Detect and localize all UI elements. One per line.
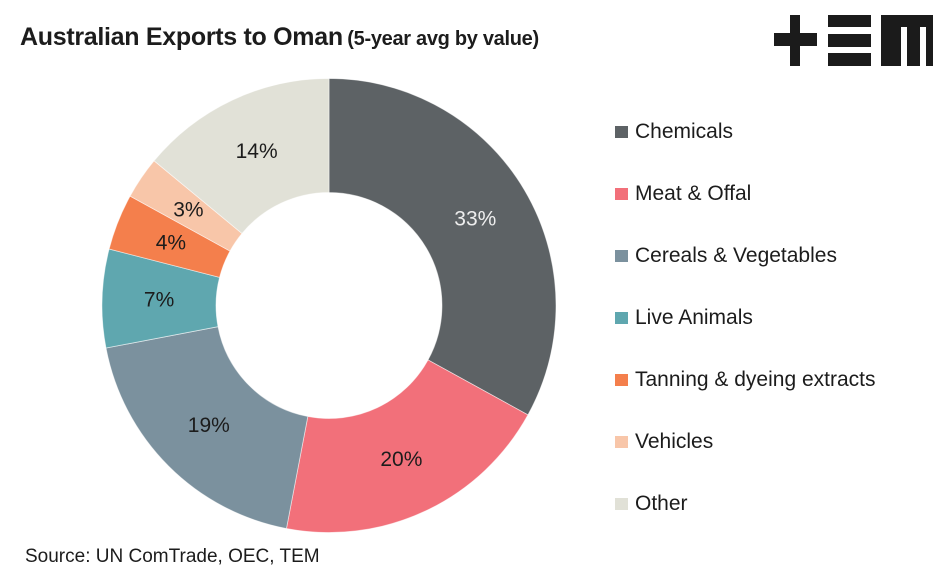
- slice-label-meat-and-offal: 20%: [380, 448, 422, 471]
- logo-e-bar-middle: [828, 34, 871, 47]
- legend-label: Live Animals: [635, 306, 753, 329]
- logo-e-bar-bottom: [828, 53, 871, 66]
- logo-plus-horizontal: [774, 33, 817, 46]
- logo-m-leg-middle: [907, 15, 920, 66]
- source-note: Source: UN ComTrade, OEC, TEM: [25, 546, 320, 567]
- chart-title: Australian Exports to Oman (5-year avg b…: [20, 23, 539, 52]
- legend-swatch-icon: [615, 374, 628, 386]
- chart-subtitle: (5-year avg by value): [347, 28, 539, 50]
- legend-label: Other: [635, 492, 688, 515]
- tem-logo: [774, 15, 934, 66]
- slice-cereals-and-vegetables: [105, 326, 309, 529]
- legend-swatch-icon: [615, 312, 628, 324]
- legend-label: Meat & Offal: [635, 182, 752, 205]
- legend-item-vehicles: Vehicles: [615, 423, 713, 461]
- legend-label: Chemicals: [635, 120, 734, 143]
- legend-item-meat-and-offal: Meat & Offal: [615, 175, 751, 213]
- logo-m-leg-left: [881, 15, 901, 66]
- donut-labels: 33% 20% 19% 7% 4% 3% 14%: [144, 140, 496, 471]
- slice-other: [153, 78, 330, 235]
- donut-slices: [101, 78, 557, 533]
- donut-chart: 33% 20% 19% 7% 4% 3% 14%: [101, 78, 557, 533]
- slice-label-other: 14%: [236, 140, 278, 163]
- slice-chemicals: [328, 78, 557, 416]
- legend-swatch-icon: [615, 188, 628, 200]
- slice-label-live-animals: 7%: [144, 289, 174, 312]
- legend-item-tanning-and-dyeing-extracts: Tanning & dyeing extracts: [615, 361, 875, 399]
- slice-meat-and-offal: [285, 359, 529, 533]
- legend-label: Vehicles: [635, 430, 714, 453]
- logo-m-leg-right: [926, 15, 933, 66]
- slice-label-vehicles: 3%: [173, 198, 203, 221]
- legend-label: Cereals & Vegetables: [635, 244, 837, 267]
- slice-label-cereals-and-vegetables: 19%: [188, 414, 230, 437]
- chart-title-main: Australian Exports to Oman: [20, 23, 343, 51]
- logo-e-bar-top: [828, 15, 871, 27]
- legend-swatch-icon: [615, 250, 628, 262]
- legend-item-live-animals: Live Animals: [615, 299, 753, 337]
- legend-swatch-icon: [615, 498, 628, 510]
- legend-label: Tanning & dyeing extracts: [635, 368, 876, 391]
- legend-item-chemicals: Chemicals: [615, 113, 733, 151]
- legend-item-other: Other: [615, 485, 688, 523]
- legend-swatch-icon: [615, 126, 628, 138]
- slice-label-tanning-and-dyeing-extracts: 4%: [156, 231, 186, 254]
- legend-swatch-icon: [615, 436, 628, 448]
- legend-item-cereals-and-vegetables: Cereals & Vegetables: [615, 237, 837, 275]
- slice-label-chemicals: 33%: [454, 207, 496, 230]
